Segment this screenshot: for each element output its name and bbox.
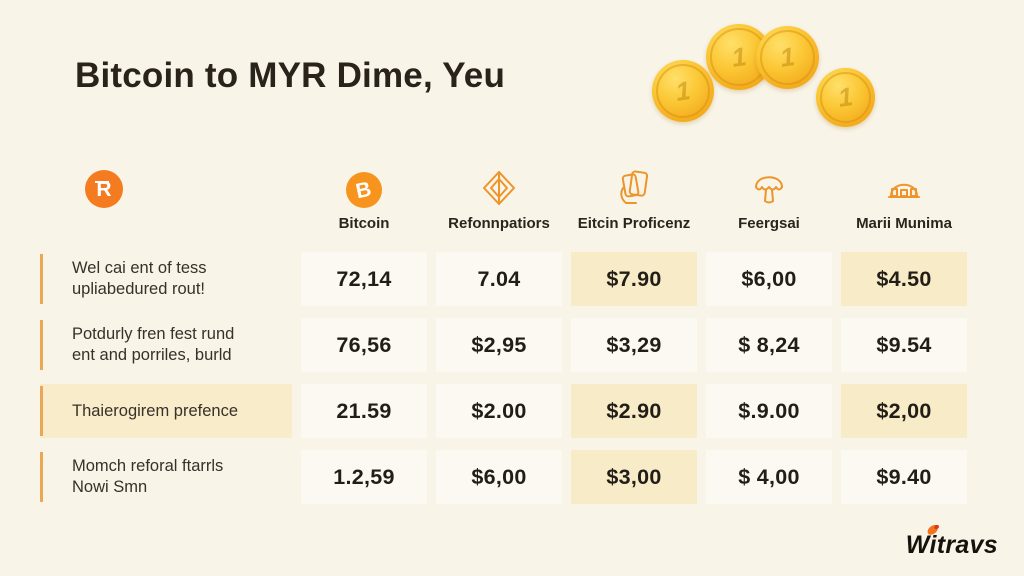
table-cell: $9.40 [841, 450, 967, 504]
table-cell: $7.90 [571, 252, 697, 306]
gold-coin-icon [652, 60, 714, 122]
table-cell: $2,95 [436, 318, 562, 372]
column-header-feergsai: Feergsai [706, 166, 832, 234]
row-label: Thaierogirem prefence [40, 384, 292, 438]
parachute-shield-icon [755, 176, 783, 204]
coins-illustration [640, 12, 900, 142]
table-cell: $4.50 [841, 252, 967, 306]
page-title: Bitcoin to MYR Dime, Yeu [75, 56, 506, 95]
column-header-eitcin-proficenz: Eitcin Proficenz [571, 166, 697, 234]
table-row: Momch reforal ftarrls Nowi Smn 1.2,59 $6… [40, 450, 970, 504]
comparison-table: R B Bitcoin Re [40, 166, 970, 516]
row-label: Potdurly fren fest rund ent and porriles… [40, 318, 292, 372]
table-cell: $2.90 [571, 384, 697, 438]
table-cell: $ 4,00 [706, 450, 832, 504]
table-cell: 72,14 [301, 252, 427, 306]
table-cell: $9.54 [841, 318, 967, 372]
column-label: Refonnpatiors [448, 215, 550, 232]
row-label: Momch reforal ftarrls Nowi Smn [40, 450, 292, 504]
table-row: Wel cai ent of tess upliabedured rout! 7… [40, 252, 970, 306]
gem-icon [483, 171, 515, 205]
bitcoin-coin-icon: B [346, 172, 382, 208]
row-label: Wel cai ent of tess upliabedured rout! [40, 252, 292, 306]
table-cell: $ 8,24 [706, 318, 832, 372]
column-header-marii-munima: Marii Munima [841, 166, 967, 234]
table-cell: 7.04 [436, 252, 562, 306]
column-header-refonnpatiors: Refonnpatiors [436, 166, 562, 234]
witravs-logo: Witravs [906, 524, 998, 560]
table-cell: $2,00 [841, 384, 967, 438]
table-cell: $6,00 [436, 450, 562, 504]
bank-dome-icon [888, 183, 920, 198]
column-label: Feergsai [738, 215, 800, 232]
table-cell: $.9.00 [706, 384, 832, 438]
table-cell: 21.59 [301, 384, 427, 438]
column-label: Bitcoin [338, 215, 390, 232]
table-cell: $6,00 [706, 252, 832, 306]
column-label: Marii Munima [856, 215, 952, 232]
table-cell: 76,56 [301, 318, 427, 372]
table-header: R B Bitcoin Re [40, 166, 970, 234]
hand-cards-icon [620, 170, 649, 204]
column-header-bitcoin: B Bitcoin [301, 166, 427, 234]
gold-coin-icon [756, 26, 819, 89]
table-row: Thaierogirem prefence 21.59 $2.00 $2.90 … [40, 384, 970, 438]
table-cell: $2.00 [436, 384, 562, 438]
table-row: Potdurly fren fest rund ent and porriles… [40, 318, 970, 372]
table-cell: $3,29 [571, 318, 697, 372]
myr-currency-icon: R [85, 170, 123, 208]
table-cell: 1.2,59 [301, 450, 427, 504]
gold-coin-icon [816, 68, 875, 127]
table-cell: $3,00 [571, 450, 697, 504]
column-label: Eitcin Proficenz [577, 215, 691, 232]
